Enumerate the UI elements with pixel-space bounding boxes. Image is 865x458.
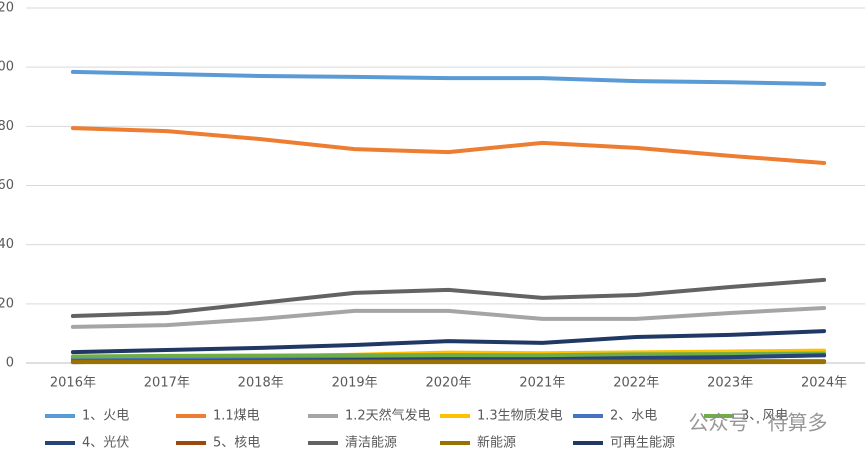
legend-label: 1.1煤电 — [213, 409, 260, 424]
legend-label: 5、核电 — [213, 436, 260, 451]
watermark: 公众号 · 待算多 — [688, 411, 827, 435]
legend-label: 1.3生物质发电 — [477, 408, 563, 424]
x-tick-label: 2019年 — [332, 376, 378, 391]
y-tick-label: 80 — [0, 119, 14, 134]
x-tick-label: 2016年 — [50, 376, 96, 391]
legend-label: 可再生能源 — [610, 436, 675, 451]
legend-label: 4、光伏 — [82, 436, 129, 451]
legend-label: 1.2天然气发电 — [345, 408, 431, 424]
x-tick-label: 2023年 — [707, 376, 753, 391]
x-tick-label: 2021年 — [519, 376, 565, 391]
series-line — [70, 69, 827, 86]
x-tick-label: 2020年 — [425, 376, 471, 391]
x-tick-label: 2017年 — [144, 376, 190, 391]
series-line — [70, 277, 827, 318]
series-line — [70, 126, 827, 165]
x-tick-label: 2018年 — [238, 376, 284, 391]
x-tick-label: 2024年 — [801, 376, 847, 391]
y-tick-label: 20 — [0, 296, 14, 311]
y-tick-label: 120 — [0, 1, 14, 16]
series-line — [70, 306, 827, 329]
legend-label: 2、水电 — [610, 409, 657, 424]
series-line — [70, 351, 827, 359]
y-tick-label: 100 — [0, 60, 14, 75]
legend-label: 新能源 — [477, 435, 516, 451]
legend-label: 1、火电 — [82, 409, 129, 424]
series-line — [70, 329, 827, 355]
y-tick-label: 0 — [6, 356, 14, 371]
legend-label: 3、风电 — [741, 409, 788, 424]
legend-label: 清洁能源 — [345, 436, 397, 451]
x-tick-label: 2022年 — [613, 376, 659, 391]
y-tick-label: 40 — [0, 237, 14, 252]
y-tick-label: 60 — [0, 178, 14, 193]
